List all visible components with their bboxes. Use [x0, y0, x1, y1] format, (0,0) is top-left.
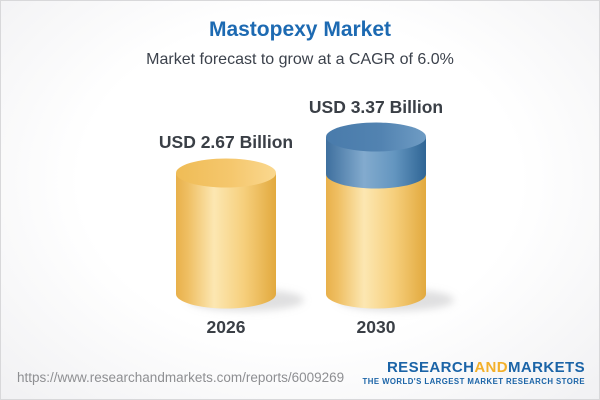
logo-wordmark: RESEARCHANDMARKETS [363, 360, 585, 375]
research-and-markets-logo: RESEARCHANDMARKETS THE WORLD'S LARGEST M… [363, 360, 585, 386]
logo-word-markets: MARKETS [508, 359, 585, 376]
cylinder-2030-base [326, 169, 426, 309]
category-label-2030: 2030 [356, 317, 396, 337]
logo-word-and: AND [474, 359, 509, 376]
category-label-2026: 2026 [206, 317, 246, 337]
logo-tagline: THE WORLD'S LARGEST MARKET RESEARCH STOR… [362, 377, 585, 386]
cylinder-2030 [326, 122, 426, 309]
logo-word-research: RESEARCH [386, 359, 475, 376]
value-label-2026: USD 2.67 Billion [158, 132, 294, 152]
cylinder-2030-growth [326, 137, 426, 189]
value-label-2030: USD 3.37 Billion [308, 97, 444, 117]
page-subtitle: Market forecast to grow at a CAGR of 6.0… [146, 51, 454, 68]
cylinder-2026 [176, 158, 276, 309]
report-url: https://www.researchandmarkets.com/repor… [17, 370, 345, 385]
page-title: Mastopexy Market [208, 18, 392, 41]
